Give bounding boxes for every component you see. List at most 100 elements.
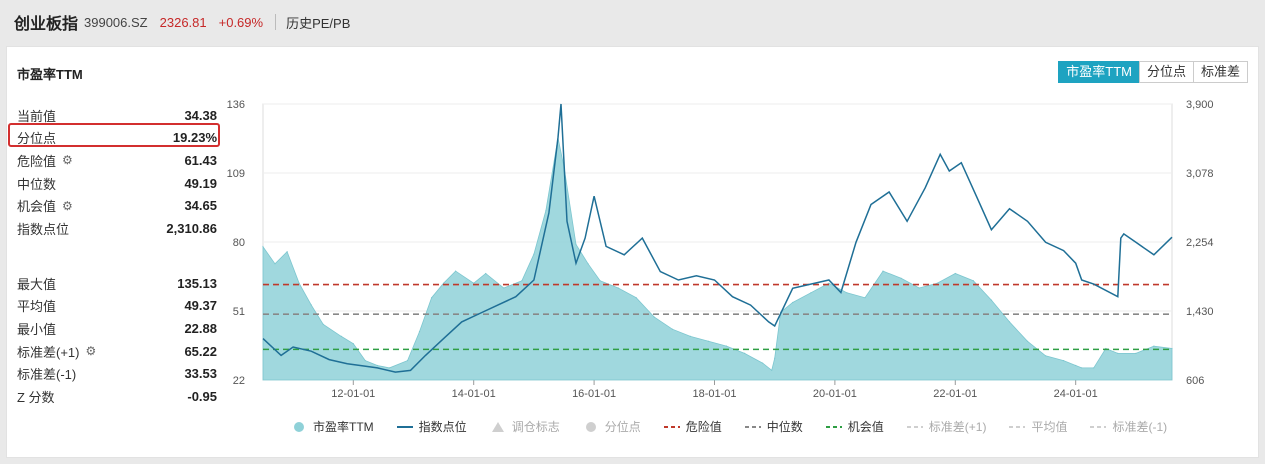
stat-label-text: 平均值 (17, 299, 57, 315)
legend-item[interactable]: 指数点位 (396, 418, 467, 435)
pe-point (689, 335, 692, 337)
pe-point (376, 364, 378, 367)
pe-point (1171, 347, 1173, 350)
pe-point (1093, 367, 1095, 369)
stat-row: 标准差(-1) 33.53 (17, 362, 217, 385)
pe-point (972, 280, 974, 282)
legend-label: 平均值 (1031, 420, 1068, 434)
stat-row: 最大值 135.13 (17, 272, 217, 295)
pe-point (1081, 367, 1083, 369)
pe-point (1063, 360, 1065, 362)
pe-point (1135, 352, 1137, 354)
stat-label: 当前值 (17, 106, 56, 125)
pe-chart: 136 109 80 51 22 3,900 3,078 2,254 1,430 606 12-01… (227, 99, 1214, 400)
x-tick-label: 16-01-01 (572, 388, 616, 400)
legend-marker-icon (1090, 425, 1107, 428)
x-tick-label: 24-01-01 (1054, 388, 1098, 400)
stat-row: Z 分数 -0.95 (17, 385, 217, 408)
legend-item[interactable]: 中位数 (744, 418, 803, 435)
stat-row: 最小值 22.88 (17, 317, 217, 340)
legend-marker-icon (906, 425, 923, 428)
stat-row: 危险值 ⚙ 61.43 (17, 149, 217, 172)
pe-point (774, 357, 776, 359)
tab-pe-ttm[interactable]: 市盈率TTM (1058, 61, 1140, 83)
stat-label: Z 分数 (17, 387, 55, 406)
stat-row: 分位点 19.23% (17, 127, 217, 150)
stat-value: 49.37 (184, 298, 217, 314)
pe-point (725, 345, 728, 347)
pe-point (1153, 345, 1155, 347)
y-right-tick-label: 1,430 (1186, 306, 1214, 318)
stat-label: 分位点 (17, 128, 56, 147)
legend-label: 中位数 (766, 420, 803, 434)
y-right-tick-label: 3,078 (1186, 168, 1214, 180)
pe-point (364, 360, 366, 362)
stat-value: 19.23% (172, 130, 217, 146)
pe-point (473, 282, 475, 284)
pe-point (828, 282, 830, 284)
panel-title: 市盈率TTM (17, 67, 83, 82)
legend-marker-icon (294, 421, 304, 432)
pe-area (262, 137, 1173, 381)
pe-point (262, 246, 264, 248)
pe-point (1117, 352, 1119, 354)
pe-point (575, 243, 577, 245)
stat-row: 当前值 34.38 (17, 104, 217, 127)
legend-item[interactable]: 平均值 (1009, 418, 1067, 435)
legend-item[interactable]: 调仓标志 (490, 418, 560, 435)
index-price: 2326.81 (159, 14, 207, 30)
pe-point (1075, 364, 1077, 367)
pe-point (587, 263, 589, 265)
pe-point (340, 335, 342, 337)
y-left-tick-label: 51 (233, 306, 245, 318)
legend-item[interactable]: 标准差(+1) (906, 418, 986, 435)
stat-label-text: 最小值 (17, 321, 57, 337)
pe-point (617, 287, 619, 289)
percentile-highlight (8, 123, 220, 147)
tab-percentile[interactable]: 分位点 (1138, 61, 1194, 83)
pe-point (653, 316, 655, 318)
index-code: 399006.SZ (84, 14, 148, 30)
stat-value: 22.88 (184, 320, 217, 336)
legend-label: 分位点 (604, 420, 641, 434)
pe-point (503, 287, 505, 289)
pe-point (388, 367, 390, 369)
legend-item[interactable]: 危险值 (663, 418, 722, 435)
stat-label: 平均值 (17, 296, 56, 315)
legend-marker-icon (491, 421, 504, 432)
legend-item[interactable]: 机会值 (825, 418, 884, 435)
gear-icon[interactable]: ⚙ (62, 198, 73, 213)
x-tick-label: 12-01-01 (331, 388, 375, 400)
legend-item[interactable]: 市盈率TTM (291, 418, 374, 435)
stats-current: 当前值 34.38 分位点 19.23% 危险值 ⚙ 61.43 中位数 49.19 机会值 ⚙ 34… (17, 104, 217, 240)
stat-value: 49.19 (184, 175, 217, 191)
stat-label: 标准差(+1) ⚙ (17, 342, 96, 361)
x-tick-label: 18-01-01 (692, 388, 736, 400)
stat-row: 指数点位 2,310.86 (17, 217, 217, 240)
pe-point (455, 270, 457, 272)
pe-point (443, 282, 445, 284)
legend-item[interactable]: 分位点 (583, 418, 641, 435)
header-bar: 创业板指 399006.SZ 2326.81 +0.69% 历史PE/PB (0, 0, 1265, 44)
pe-point (635, 297, 637, 299)
gear-icon[interactable]: ⚙ (85, 344, 97, 359)
tab-stddev[interactable]: 标准差 (1192, 61, 1248, 83)
pe-point (744, 352, 746, 354)
stat-label-text: 当前值 (17, 108, 57, 124)
stat-row: 中位数 49.19 (17, 172, 217, 195)
pe-point (864, 297, 866, 299)
metric-tabs: 市盈率TTM 分位点 标准差 (1058, 61, 1248, 83)
pe-point (1045, 355, 1047, 357)
legend-marker-icon (396, 425, 413, 428)
legend-item[interactable]: 标准差(-1) (1090, 418, 1167, 435)
stat-label-text: Z 分数 (17, 389, 55, 405)
stat-value: 135.13 (177, 275, 217, 291)
legend-label: 标准差(-1) (1112, 420, 1168, 434)
pe-point (846, 292, 848, 294)
x-tick-label: 22-01-01 (933, 388, 977, 400)
gear-icon[interactable]: ⚙ (62, 153, 73, 168)
pe-point (882, 270, 884, 272)
pe-panel: 市盈率TTM 市盈率TTM 分位点 标准差 当前值 34.38 分位点 19.23% 危… (6, 46, 1259, 458)
legend-label: 指数点位 (418, 420, 467, 434)
y-left-tick-label: 22 (233, 375, 245, 387)
